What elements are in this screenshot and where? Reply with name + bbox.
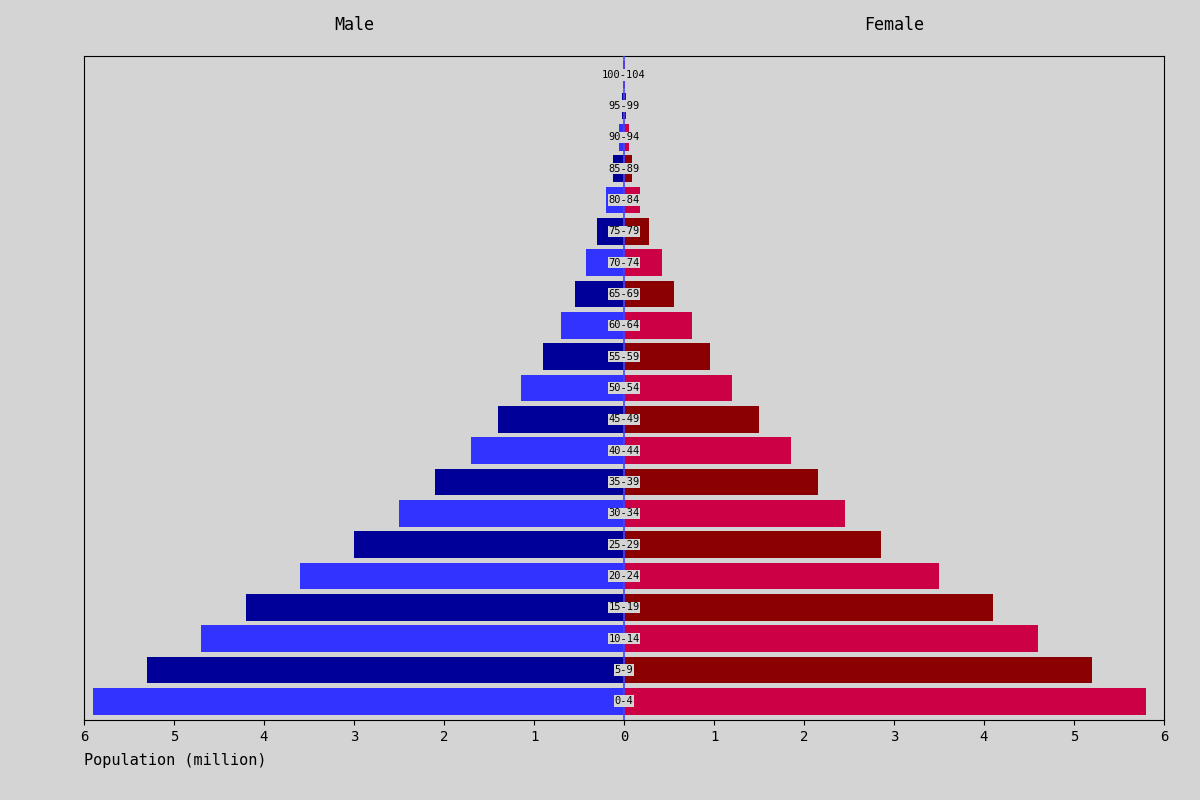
Text: 0-4: 0-4	[614, 696, 634, 706]
Bar	[202, 626, 624, 652]
Text: 40-44: 40-44	[608, 446, 640, 456]
Bar	[624, 562, 940, 590]
Bar	[624, 626, 1038, 652]
Bar	[587, 250, 624, 276]
Bar	[624, 281, 673, 307]
Bar	[436, 469, 624, 495]
Bar	[624, 155, 632, 182]
Bar	[613, 155, 624, 182]
Text: Female: Female	[864, 16, 924, 34]
Text: 80-84: 80-84	[608, 195, 640, 205]
Bar	[598, 218, 624, 245]
Bar	[606, 186, 624, 214]
Bar	[622, 93, 624, 119]
Text: 100-104: 100-104	[602, 70, 646, 80]
Bar	[624, 469, 817, 495]
Bar	[246, 594, 624, 621]
Bar	[624, 531, 881, 558]
Text: 70-74: 70-74	[608, 258, 640, 268]
Bar	[94, 688, 624, 714]
Text: 60-64: 60-64	[608, 320, 640, 330]
Text: 20-24: 20-24	[608, 571, 640, 581]
Bar	[619, 124, 624, 150]
Text: 75-79: 75-79	[608, 226, 640, 236]
Bar	[624, 93, 626, 119]
Text: Male: Male	[334, 16, 374, 34]
Bar	[624, 218, 649, 245]
Text: 55-59: 55-59	[608, 352, 640, 362]
Bar	[498, 406, 624, 433]
Bar	[575, 281, 624, 307]
Bar	[542, 343, 624, 370]
Bar	[300, 562, 624, 590]
Text: 25-29: 25-29	[608, 540, 640, 550]
Bar	[624, 688, 1146, 714]
Bar	[624, 124, 629, 150]
Bar	[624, 438, 791, 464]
Bar	[148, 657, 624, 683]
Bar	[624, 594, 994, 621]
Bar	[624, 343, 709, 370]
Bar	[624, 186, 641, 214]
Text: 85-89: 85-89	[608, 164, 640, 174]
Bar	[624, 312, 691, 338]
Bar	[354, 531, 624, 558]
Bar	[470, 438, 624, 464]
Text: 5-9: 5-9	[614, 665, 634, 675]
Text: 10-14: 10-14	[608, 634, 640, 643]
Bar	[624, 406, 760, 433]
Text: 95-99: 95-99	[608, 101, 640, 111]
Text: 90-94: 90-94	[608, 133, 640, 142]
Bar	[398, 500, 624, 526]
Bar	[624, 374, 732, 402]
Bar	[562, 312, 624, 338]
Text: Population (million): Population (million)	[84, 753, 266, 768]
Text: 35-39: 35-39	[608, 477, 640, 487]
Text: 50-54: 50-54	[608, 383, 640, 393]
Text: 15-19: 15-19	[608, 602, 640, 612]
Bar	[624, 657, 1092, 683]
Text: 45-49: 45-49	[608, 414, 640, 424]
Bar	[521, 374, 624, 402]
Text: 65-69: 65-69	[608, 289, 640, 299]
Text: 30-34: 30-34	[608, 508, 640, 518]
Bar	[624, 250, 662, 276]
Bar	[624, 500, 845, 526]
